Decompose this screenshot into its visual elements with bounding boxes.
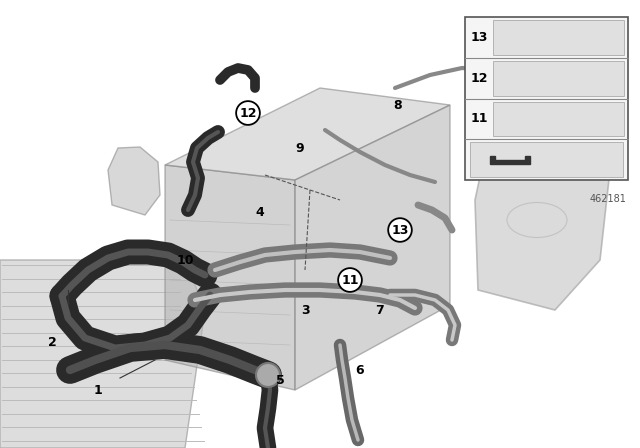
Text: 6: 6 bbox=[356, 363, 364, 376]
Polygon shape bbox=[108, 147, 160, 215]
Bar bbox=[470, 142, 623, 177]
Polygon shape bbox=[165, 88, 450, 180]
Circle shape bbox=[256, 363, 280, 387]
Polygon shape bbox=[0, 260, 205, 448]
Text: 13: 13 bbox=[391, 224, 409, 237]
Text: 11: 11 bbox=[470, 112, 488, 125]
Polygon shape bbox=[165, 165, 295, 390]
Bar bbox=[493, 61, 624, 95]
Text: 2: 2 bbox=[47, 336, 56, 349]
Text: 1: 1 bbox=[93, 383, 102, 396]
Bar bbox=[493, 20, 624, 55]
Polygon shape bbox=[490, 156, 530, 164]
Text: 7: 7 bbox=[376, 303, 385, 316]
Text: 8: 8 bbox=[394, 99, 403, 112]
Bar bbox=[465, 17, 628, 180]
Text: 5: 5 bbox=[276, 374, 284, 387]
Ellipse shape bbox=[502, 108, 557, 136]
Text: 13: 13 bbox=[470, 31, 488, 44]
Text: 12: 12 bbox=[470, 72, 488, 85]
Text: 12: 12 bbox=[239, 107, 257, 120]
Text: 11: 11 bbox=[341, 273, 359, 287]
Text: 3: 3 bbox=[301, 303, 309, 316]
Polygon shape bbox=[475, 125, 610, 310]
Text: 10: 10 bbox=[176, 254, 194, 267]
Text: 4: 4 bbox=[255, 206, 264, 219]
Bar bbox=[493, 102, 624, 136]
Polygon shape bbox=[295, 105, 450, 390]
Text: 462181: 462181 bbox=[589, 194, 626, 204]
Text: 9: 9 bbox=[296, 142, 304, 155]
